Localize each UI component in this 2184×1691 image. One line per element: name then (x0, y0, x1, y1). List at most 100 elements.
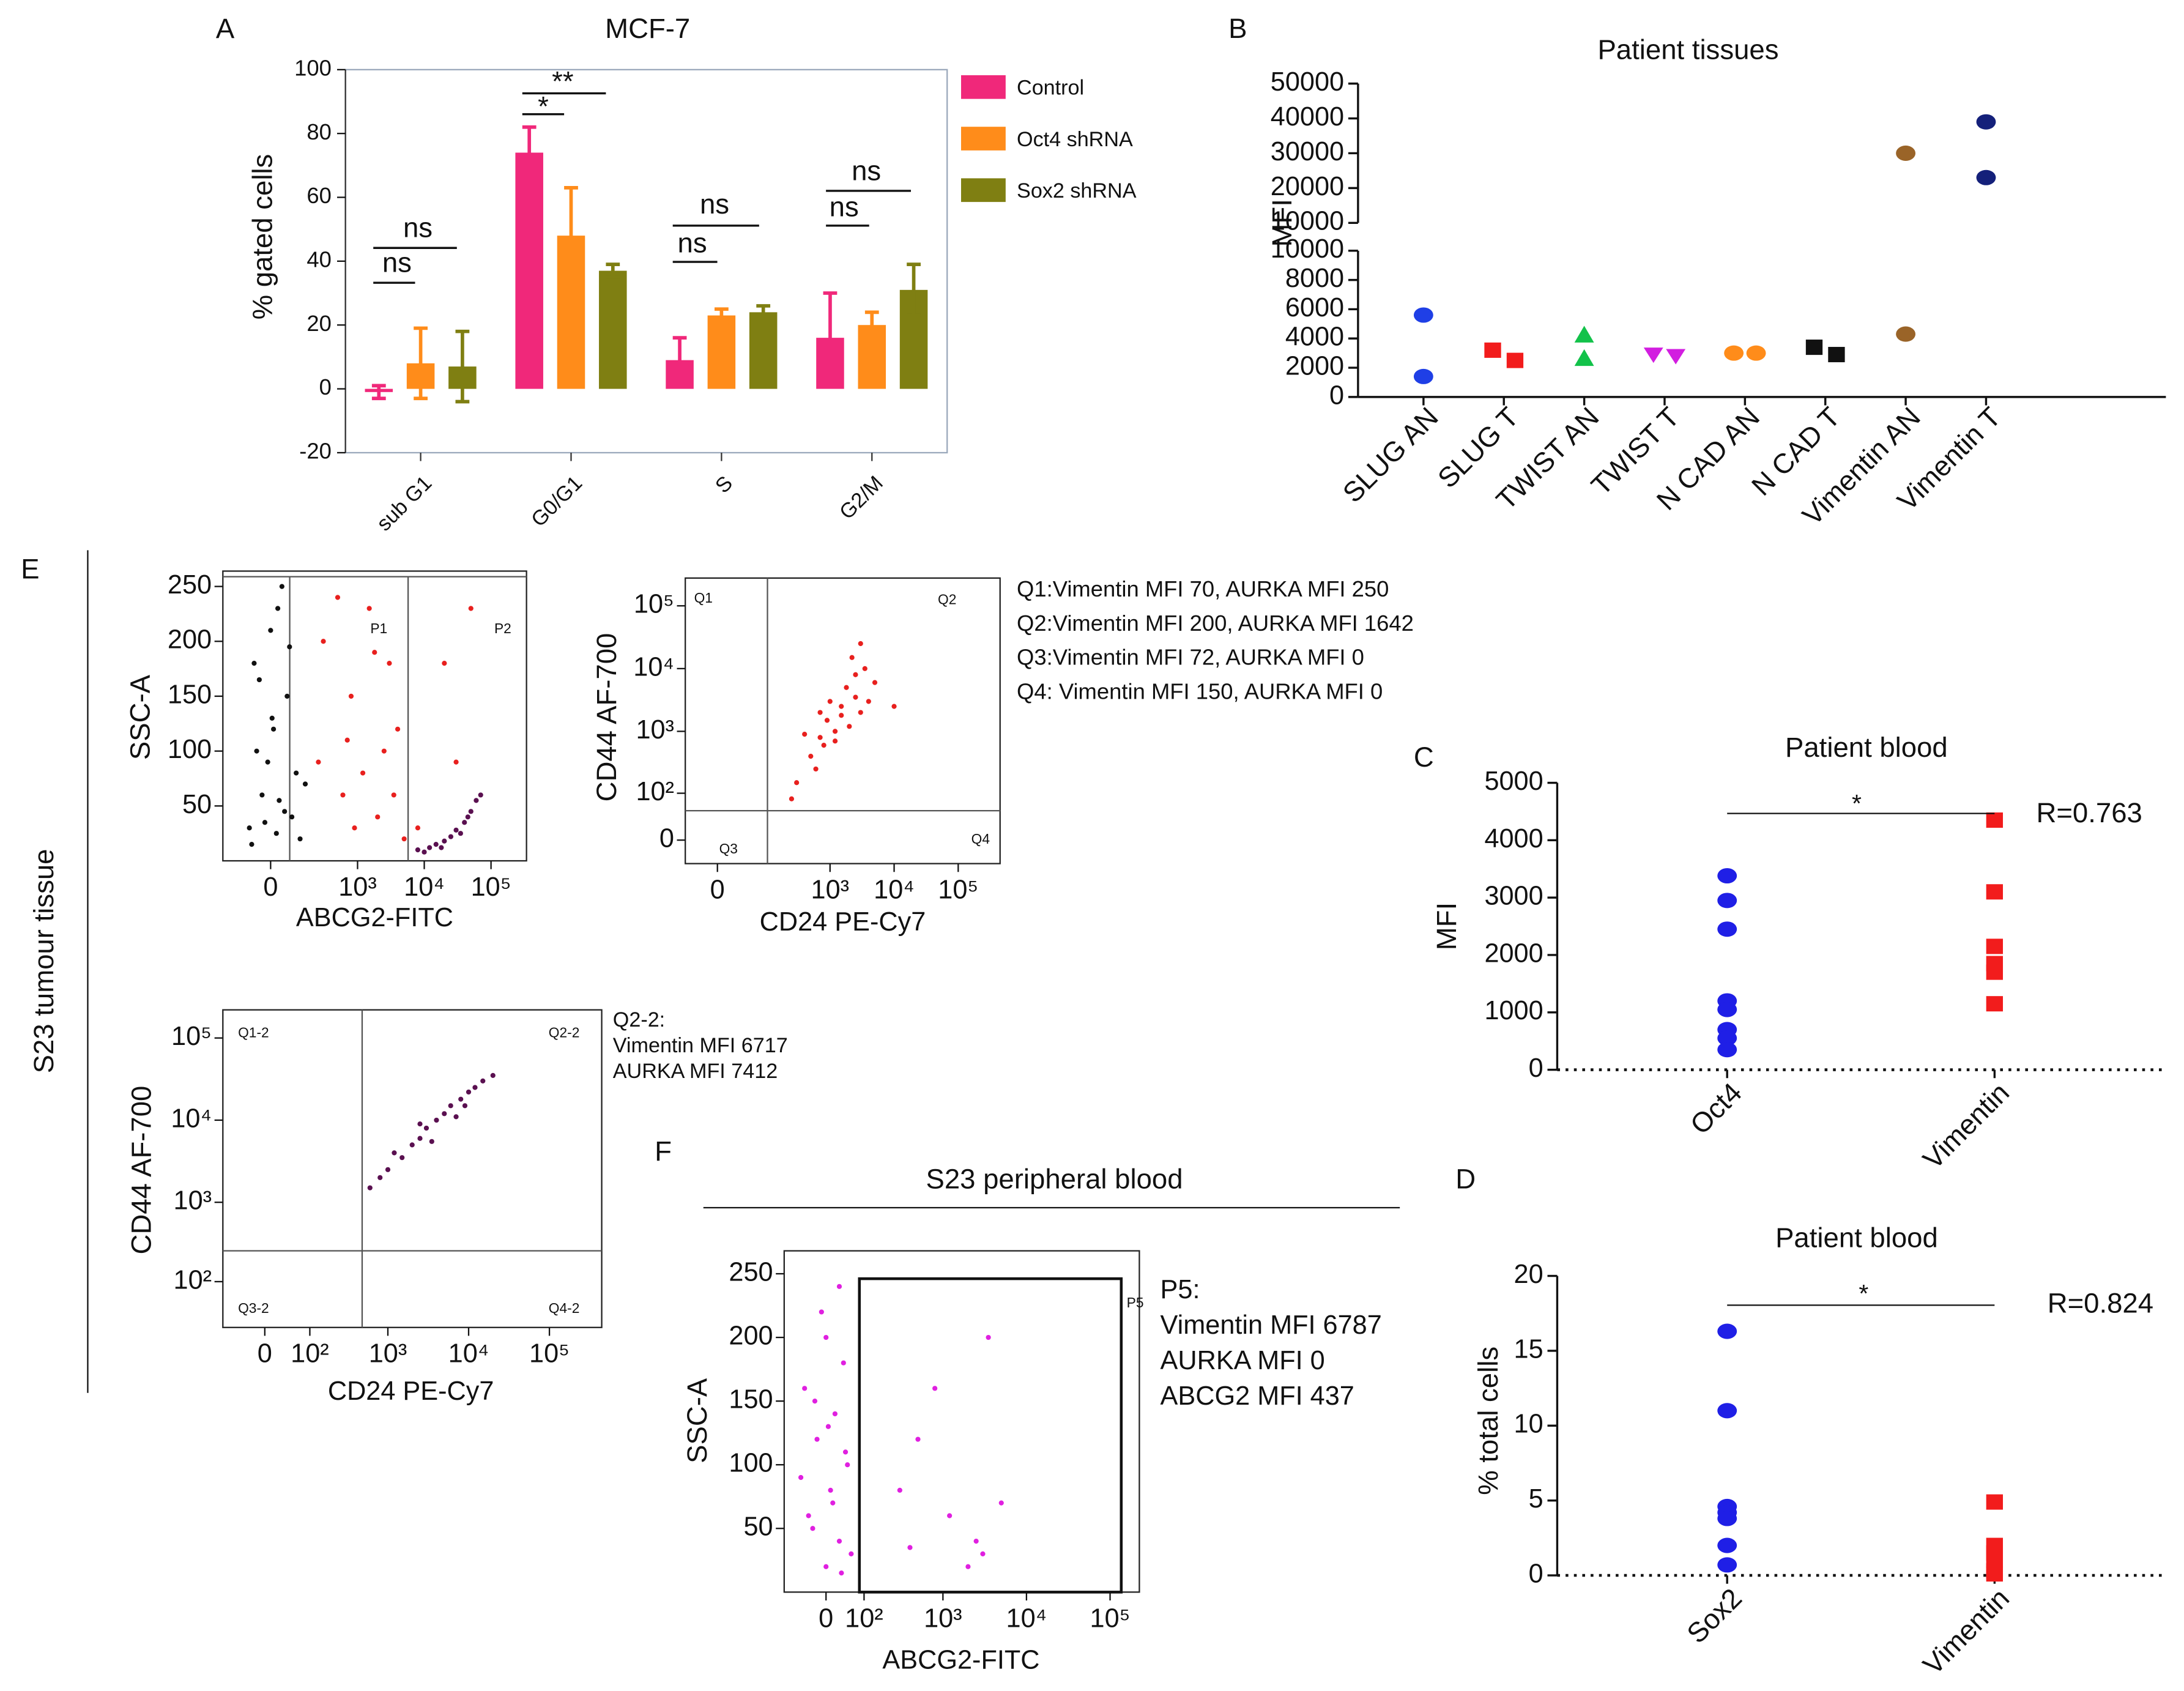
event-dot (872, 680, 878, 685)
point (1976, 114, 1996, 130)
x-tick-label: Oct4 (1684, 1077, 1748, 1140)
y-tick-label: 80 (306, 119, 332, 144)
y-tick-label: 4000 (1285, 322, 1344, 352)
event-dot (284, 693, 290, 699)
significance-label: ns (678, 228, 707, 259)
point (1413, 307, 1433, 323)
annotation: P5: (1161, 1275, 1200, 1304)
event-dot (462, 1103, 468, 1109)
event-dot (853, 694, 858, 700)
x-tick-label: 10⁴ (1006, 1604, 1047, 1633)
event-dot (821, 743, 826, 748)
y-tick-label: 5 (1529, 1484, 1543, 1514)
event-dot (352, 825, 357, 831)
point (1717, 1403, 1737, 1419)
bar (707, 315, 736, 389)
error-bar (672, 336, 687, 385)
event-dot (462, 820, 467, 825)
event-dot (269, 715, 275, 721)
x-tick-label: sub G1 (373, 472, 437, 536)
event-dot (268, 628, 273, 633)
event-dot (387, 661, 392, 666)
event-dot (466, 1089, 472, 1095)
event-dot (415, 847, 421, 853)
gate-label: Q2 (938, 591, 956, 607)
y-axis-label: % gated cells (247, 154, 278, 320)
y-tick-label: 4000 (1484, 824, 1543, 853)
x-tick-label: 10⁵ (1090, 1604, 1131, 1633)
event-dot (427, 845, 433, 850)
event-dot (465, 814, 470, 820)
legend-swatch (960, 127, 1006, 151)
y-tick-label: 40000 (1271, 102, 1344, 132)
event-dot (839, 704, 844, 709)
event-dot (316, 759, 321, 765)
point (1717, 1323, 1737, 1339)
plot-frame (222, 1009, 603, 1328)
chart-title: Patient blood (1785, 732, 1948, 763)
event-dot (468, 606, 474, 611)
y-tick-label: 20 (306, 311, 332, 336)
event-dot (344, 737, 350, 743)
bar (749, 312, 778, 389)
event-dot (392, 1150, 397, 1156)
y-tick-label: 10⁴ (633, 652, 674, 682)
event-dot (287, 644, 292, 650)
event-dot (458, 1096, 464, 1102)
event-dot (965, 1564, 971, 1569)
x-tick-label: 10⁴ (404, 872, 445, 902)
event-dot (980, 1551, 986, 1557)
event-dot (360, 770, 366, 776)
event-dot (891, 704, 897, 709)
x-tick-label: 10² (845, 1604, 883, 1633)
event-dot (399, 1155, 405, 1161)
y-tick-label: 10000 (1271, 207, 1344, 236)
significance-label: ns (403, 212, 433, 243)
y-tick-label: 10000 (1271, 234, 1344, 264)
event-dot (932, 1386, 938, 1391)
significance-label: ns (700, 188, 729, 220)
error-bar (714, 307, 729, 324)
x-tick-label: Vimentin (1917, 1582, 2015, 1681)
y-tick-label: 250 (168, 570, 212, 600)
event-dot (823, 1564, 829, 1569)
event-dot (375, 814, 381, 820)
event-dot (275, 606, 281, 611)
event-dot (849, 655, 855, 660)
event-dot (366, 606, 372, 611)
event-dot (372, 650, 377, 655)
point (1717, 893, 1737, 909)
x-tick-label: Sox2 (1681, 1582, 1748, 1649)
error-bar (907, 262, 921, 318)
y-tick-label: 40 (306, 247, 332, 272)
event-dot (434, 1117, 439, 1123)
gate-label: P1 (370, 620, 387, 636)
event-dot (842, 1449, 849, 1455)
gate-label: Q1 (694, 590, 713, 606)
significance-label: ns (382, 247, 412, 278)
event-dot (439, 845, 444, 850)
y-tick-label: 100 (168, 735, 212, 764)
point (1717, 1042, 1737, 1058)
event-dot (273, 831, 279, 836)
event-dot (254, 748, 259, 754)
event-dot (289, 814, 295, 820)
annotation: Vimentin MFI 6717 (613, 1034, 788, 1057)
x-tick-label: 10³ (338, 872, 377, 902)
event-dot (468, 809, 474, 814)
x-tick-label: 0 (263, 872, 278, 902)
point (1717, 1511, 1737, 1526)
error-bar (864, 310, 879, 340)
y-tick-label: 8000 (1285, 264, 1344, 293)
point (1986, 996, 2004, 1012)
y-tick-label: 1000 (1484, 996, 1543, 1025)
event-dot (395, 726, 401, 732)
event-dot (897, 1487, 902, 1493)
point (1413, 368, 1433, 384)
legend-label: Control (1017, 76, 1084, 100)
x-tick-label: 10⁵ (529, 1339, 570, 1369)
event-dot (998, 1500, 1004, 1506)
legend-swatch (960, 75, 1006, 99)
event-dot (823, 1334, 829, 1340)
